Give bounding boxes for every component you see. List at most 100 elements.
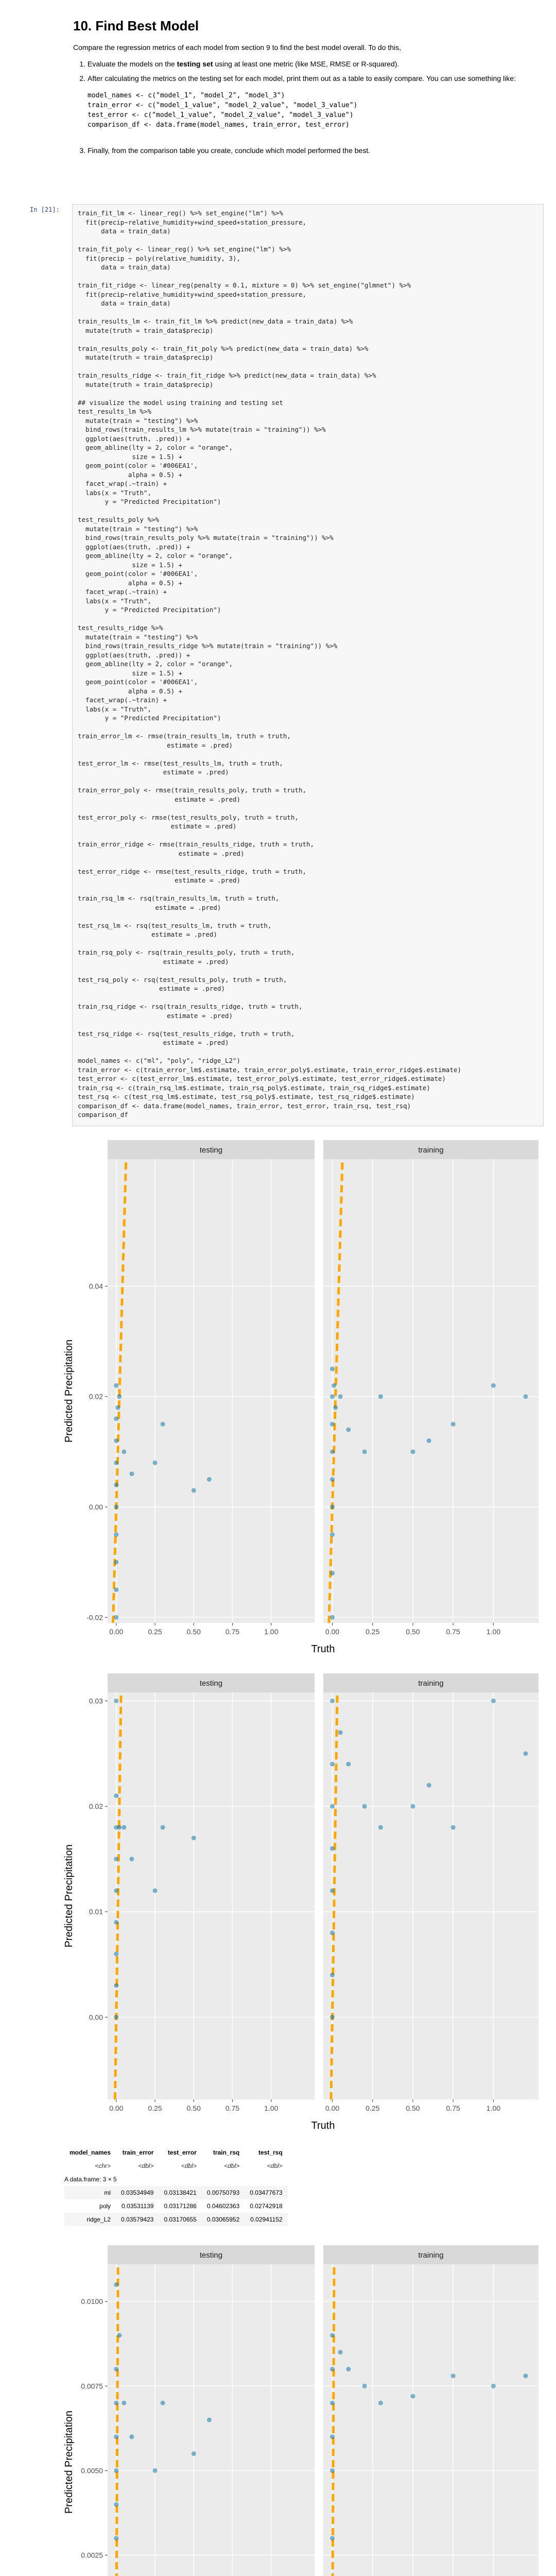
point — [117, 2333, 122, 2338]
facet-strip — [323, 2245, 538, 2264]
point — [129, 1471, 134, 1477]
table-cell: 0.04602363 — [206, 2202, 240, 2210]
point — [114, 1952, 119, 1957]
point — [114, 1504, 119, 1510]
x-tick-label: 1.00 — [264, 2104, 278, 2112]
intro: Compare the regression metrics of each m… — [73, 43, 402, 52]
chart: Predicted PrecipitationTruth0.00000.0025… — [63, 2245, 538, 2576]
point — [523, 1751, 528, 1756]
column-type: <chr> — [95, 2162, 111, 2170]
table-cell: 0.03477673 — [250, 2189, 283, 2196]
point — [114, 2400, 119, 2405]
point — [114, 1560, 119, 1565]
panel-background — [108, 1692, 315, 2099]
point — [330, 1571, 335, 1576]
panel-background — [323, 1692, 538, 2099]
y-tick-label: 0.00 — [89, 1503, 103, 1511]
x-axis-label: Truth — [311, 1643, 335, 1655]
facet-strip — [108, 1673, 315, 1692]
point — [117, 1825, 122, 1830]
point — [450, 2374, 456, 2379]
point — [160, 1825, 165, 1830]
point — [346, 1427, 351, 1432]
column-header: train_error — [122, 2149, 154, 2156]
step: Finally, from the comparison table you c… — [88, 145, 536, 156]
point — [121, 1825, 127, 1830]
point — [114, 1615, 119, 1620]
point — [114, 1587, 119, 1592]
x-tick-label: 0.00 — [109, 2104, 123, 2112]
point — [523, 1394, 528, 1399]
point — [114, 2502, 119, 2507]
code-cell[interactable]: train_fit_lm <- linear_reg() %>% set_eng… — [72, 204, 544, 1126]
column-type: <dbl> — [224, 2162, 240, 2170]
point — [330, 1532, 335, 1537]
facet-title: training — [418, 1679, 443, 1688]
table-cell: 0.03531139 — [121, 2202, 154, 2210]
point — [338, 1730, 343, 1735]
point — [117, 1394, 122, 1399]
x-tick-label: 0.00 — [109, 1628, 123, 1636]
identity-line — [112, 1159, 128, 1623]
table-cell: ml — [104, 2189, 111, 2196]
point — [378, 2400, 383, 2405]
table-cell: 0.00750793 — [206, 2189, 240, 2196]
point — [450, 1825, 456, 1830]
table-cell: ridge_L2 — [86, 2216, 111, 2223]
point — [450, 1421, 456, 1427]
point — [378, 1394, 383, 1399]
point — [330, 1421, 335, 1427]
point — [330, 2468, 335, 2473]
point — [330, 1366, 335, 1371]
point — [114, 1793, 119, 1799]
markdown-cell: 10. Find Best Model Compare the regressi… — [73, 19, 536, 160]
x-tick-label: 0.50 — [187, 1628, 201, 1636]
point — [378, 1825, 383, 1830]
y-tick-label: 0.0075 — [81, 2382, 103, 2390]
header-row: model_names train_error test_error train_rs… — [64, 2146, 288, 2159]
point — [332, 1383, 337, 1388]
table-body: A data.frame: 3 × 5 ml 0.03534949 0.0313842… — [64, 2173, 288, 2226]
point — [114, 1416, 119, 1421]
table-caption: A data.frame: 3 × 5 — [64, 2176, 117, 2183]
point — [330, 2366, 335, 2371]
column-header: test_error — [167, 2149, 197, 2156]
table-cell: 0.03534949 — [121, 2189, 154, 2196]
table-cell: 0.03171286 — [164, 2202, 197, 2210]
table-cell: 0.03065952 — [206, 2216, 240, 2223]
x-tick-label: 0.50 — [406, 2104, 420, 2112]
x-tick-label: 0.75 — [446, 2104, 460, 2112]
point — [426, 1438, 431, 1443]
column-header: model_names — [70, 2149, 111, 2156]
x-tick-label: 0.75 — [446, 1628, 460, 1636]
x-tick-label: 0.75 — [225, 2104, 239, 2112]
point — [330, 1888, 335, 1893]
column-header: test_rsq — [258, 2149, 283, 2156]
y-tick-label: 0.02 — [89, 1802, 103, 1810]
point — [491, 1698, 496, 1703]
point — [330, 2434, 335, 2439]
point — [114, 1438, 119, 1443]
step: After calculating the metrics on the tes… — [88, 73, 536, 130]
point — [206, 2417, 212, 2422]
y-axis-label: Predicted Precipitation — [63, 1340, 75, 1443]
facet-strip — [108, 2245, 315, 2264]
table-row: poly 0.03531139 0.03171286 0.04602363 0.0274… — [64, 2199, 288, 2213]
identity-line — [331, 2264, 336, 2576]
point — [114, 1532, 119, 1537]
x-tick-label: 0.25 — [366, 1628, 379, 1636]
text: Evaluate the models on the — [88, 60, 177, 68]
column-type: <dbl> — [138, 2162, 154, 2170]
x-tick-label: 1.00 — [486, 2104, 500, 2112]
facet-title: training — [418, 1146, 443, 1155]
facet-strip — [108, 1140, 315, 1159]
point — [191, 1488, 196, 1493]
x-tick-label: 0.00 — [325, 2104, 339, 2112]
point — [114, 1983, 119, 1988]
point — [330, 1477, 335, 1482]
chart: Predicted Precipitation Truth -0.02 0.00 0.0… — [63, 1140, 538, 1655]
point — [152, 1460, 158, 1465]
point — [115, 1405, 120, 1410]
facet-title: testing — [200, 1679, 222, 1688]
point — [160, 2400, 165, 2405]
